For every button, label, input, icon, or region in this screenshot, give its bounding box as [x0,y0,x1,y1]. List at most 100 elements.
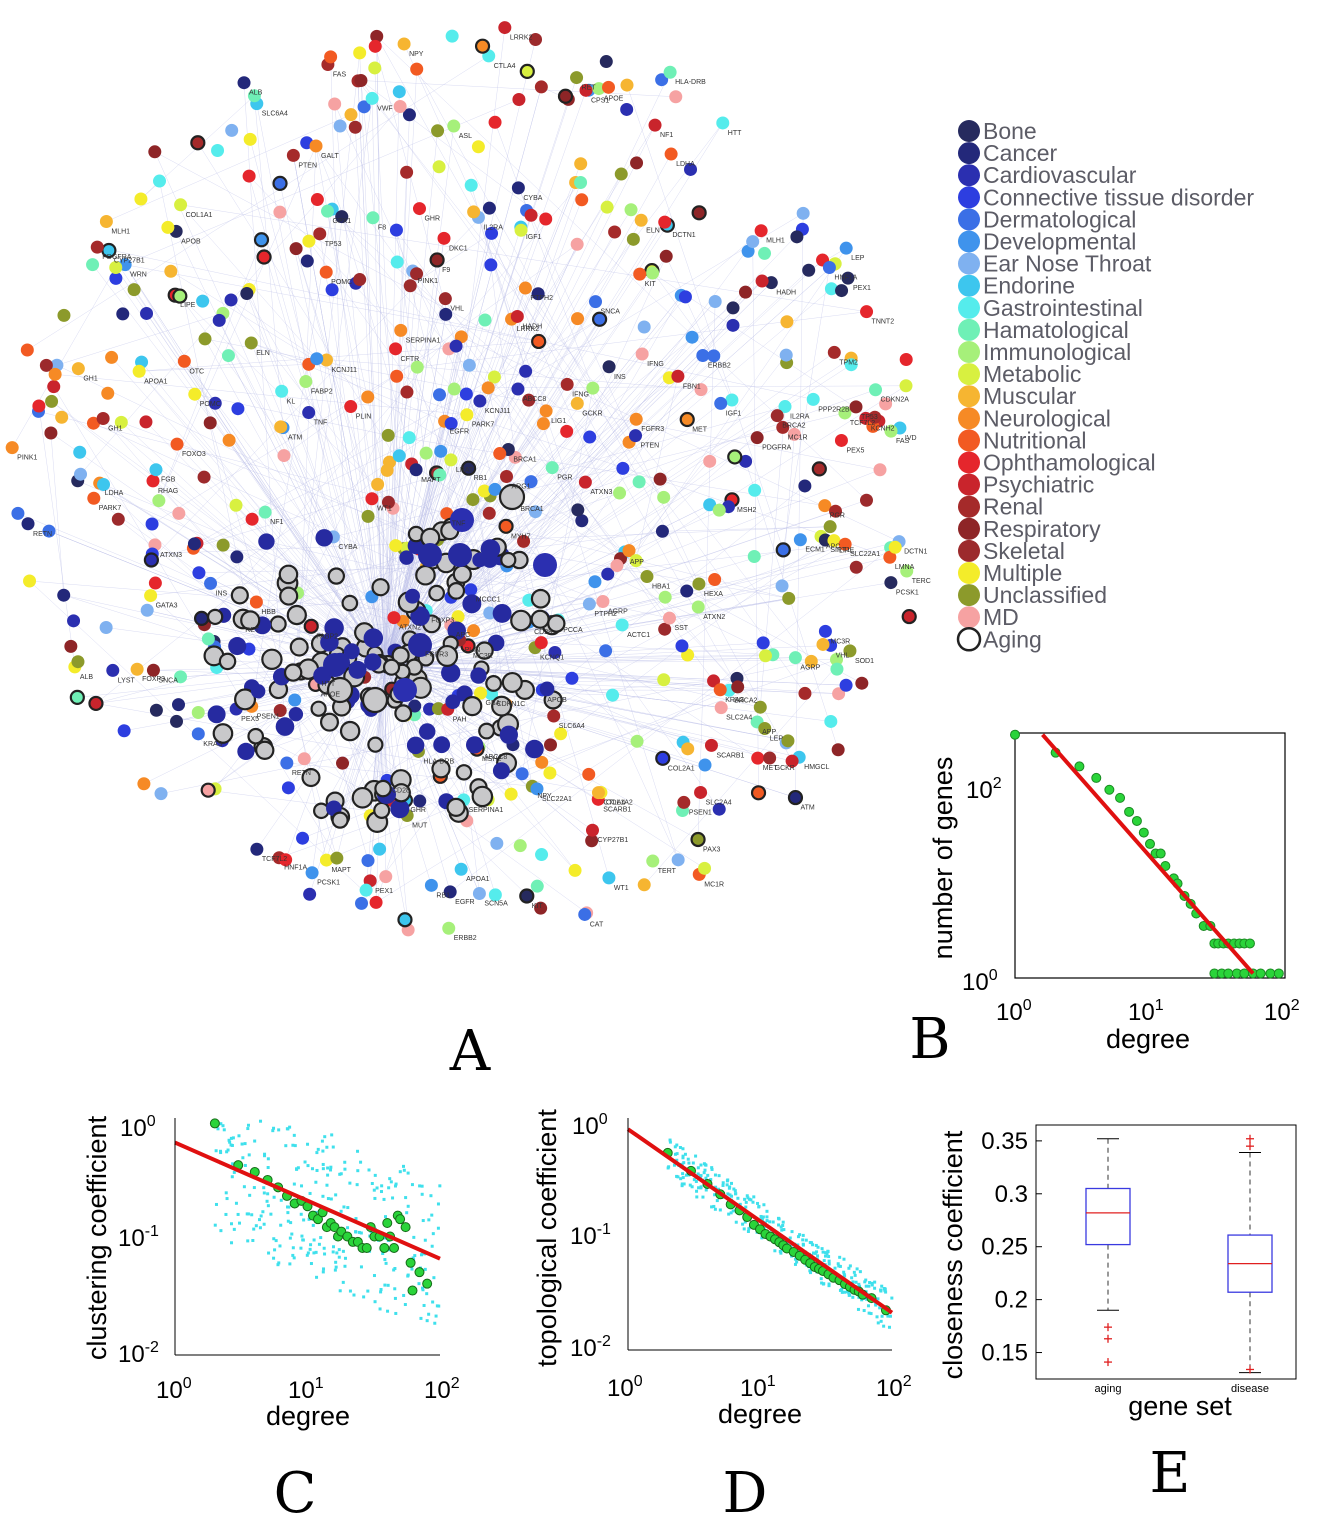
network-node [172,698,186,712]
chart_C-gene-point [436,1202,440,1206]
network-node [400,165,414,179]
legend-marker-16 [958,473,980,496]
network-node-label: LIPE [180,302,196,309]
network-node [657,673,671,687]
network-node [646,266,660,280]
network-edge [248,289,386,666]
network-node [470,667,487,684]
network-node [391,646,410,665]
network-node [685,330,699,344]
network-edge [494,122,594,389]
network-node [438,292,452,306]
chart-b-ytick-2: 100 [962,967,998,996]
chart_C-gene-point [406,1274,410,1278]
network-node-label: ATXN3 [160,552,182,559]
network-node-label: SLC22A1 [850,551,880,558]
chart_D-gene-point [696,1172,700,1176]
network-node [403,279,417,293]
chart_C-gene-point [403,1303,407,1307]
chart_C-binned-point-8 [312,1214,323,1225]
network-node [297,752,311,766]
chart_C-gene-point [401,1164,405,1168]
chart_C-gene-point [362,1295,366,1299]
network-edge [99,482,541,909]
network-node [829,504,843,518]
chart_C-gene-point [316,1147,320,1151]
network-node [582,597,596,611]
chart_C-gene-point [326,1173,330,1177]
network-node [247,89,261,103]
network-node [361,509,375,523]
network-node [286,604,307,626]
network-node [681,742,695,756]
chart_C-gene-point [228,1140,232,1144]
chart_D-gene-point [729,1181,733,1185]
chart_C-gene-point [379,1290,383,1294]
chart_C-gene-point [380,1184,384,1188]
network-node [258,533,275,550]
network-node [741,244,755,258]
chart_C-gene-point [421,1219,425,1223]
network-node [201,632,215,646]
network-node [269,615,287,633]
network-node [174,670,188,684]
chart_D-gene-point [760,1218,764,1222]
network-node [519,63,535,79]
chart_D-gene-point [870,1283,874,1287]
chart_C-gene-point [383,1283,387,1287]
network-node-label: AGRP [800,665,820,672]
network-node [716,116,730,130]
chart_C-gene-point [259,1119,263,1123]
network-node [371,578,390,597]
network-edge [384,122,723,666]
chart_C-gene-point [292,1133,296,1137]
network-edge [55,374,467,415]
chart_C-gene-point [314,1180,318,1184]
chart-d-fit-line [626,1127,894,1315]
network-node [273,205,287,219]
network-node [326,676,354,704]
network-edge [360,80,806,694]
chart-topological-coefficient: 100 101 102 100 10-1 10-2 degree topolog… [532,1109,912,1429]
network-node [394,704,413,723]
chart_C-gene-point [319,1236,323,1240]
network-edge [350,406,386,666]
panel-label-e: E [1150,1441,1191,1506]
network-node-label: SIRT1 [830,547,850,554]
network-node [302,234,316,248]
chart_C-gene-point [332,1245,336,1249]
chart_C-gene-point [384,1261,388,1265]
network-node [662,611,676,625]
network-node-label: VHL [450,306,464,313]
chart_C-gene-point [226,1148,230,1152]
legend-marker-22 [958,606,980,629]
network-node-label: FABP2 [311,389,333,396]
network-node-label: CD28 [534,629,552,636]
network-node [381,495,395,509]
network-node [830,662,844,676]
chart-c-fit-line [174,1140,441,1261]
chart_C-gene-point [386,1283,390,1287]
chart-b-point-3 [1091,772,1102,783]
network-node [504,787,518,801]
network-node [274,420,288,434]
chart_D-gene-point [704,1163,708,1167]
network-node-label: GPX1 [333,218,352,225]
network-node [467,205,481,219]
network-edge [416,69,793,762]
network-node [482,201,496,215]
network-node [841,271,855,285]
chart_D-gene-point [765,1219,769,1223]
network-node-label: HNF1A [834,274,857,281]
chart_D-gene-point [728,1193,732,1197]
network-node [319,853,333,867]
chart_C-gene-point [258,1218,262,1222]
chart_D-gene-point [682,1161,686,1165]
network-node [272,175,288,191]
network-node [86,416,100,430]
network-node [787,427,801,441]
network-edge [155,469,386,666]
chart_C-gene-point [322,1267,326,1271]
network-node [409,463,423,477]
network-node [251,684,266,699]
